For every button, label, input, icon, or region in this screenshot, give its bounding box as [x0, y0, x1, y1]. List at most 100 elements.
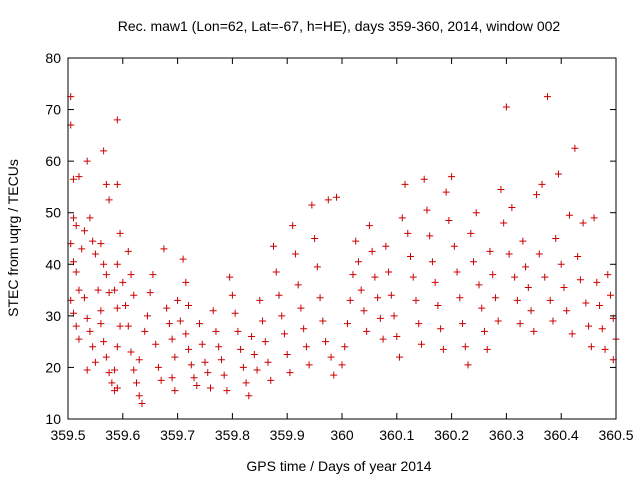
data-point	[86, 214, 94, 222]
y-tick-label: 50	[45, 205, 61, 221]
data-point	[324, 196, 332, 204]
data-point	[464, 361, 472, 369]
data-point	[160, 245, 168, 253]
x-tick-label: 360.2	[434, 427, 469, 443]
data-point	[69, 214, 77, 222]
data-point	[113, 116, 121, 124]
data-point	[168, 374, 176, 382]
data-point	[472, 209, 480, 217]
data-point	[122, 302, 130, 310]
data-point	[311, 235, 319, 242]
data-point	[445, 216, 453, 224]
data-point	[146, 289, 154, 297]
data-point	[497, 186, 505, 194]
data-point	[576, 276, 584, 284]
data-point	[522, 263, 530, 271]
data-point	[234, 327, 242, 335]
data-point	[305, 361, 313, 369]
data-point	[237, 345, 245, 353]
data-point	[322, 338, 330, 346]
data-point	[327, 353, 335, 361]
data-point	[113, 304, 121, 312]
data-point	[349, 271, 357, 279]
data-point	[554, 170, 562, 178]
data-point	[587, 343, 595, 351]
data-point	[226, 273, 234, 281]
y-tick-label: 80	[45, 50, 61, 66]
data-point	[193, 381, 201, 389]
data-point	[89, 237, 97, 245]
data-point	[448, 173, 456, 181]
data-point	[505, 250, 513, 258]
data-point	[212, 327, 220, 335]
data-point	[261, 338, 269, 346]
data-point	[319, 317, 327, 325]
data-point	[442, 188, 450, 196]
data-point	[198, 340, 206, 348]
data-point	[404, 229, 412, 237]
data-point	[163, 304, 171, 312]
data-point	[286, 369, 294, 377]
data-point	[111, 286, 119, 294]
data-point	[590, 214, 598, 222]
x-tick-label: 360.1	[379, 427, 414, 443]
data-point	[130, 291, 138, 299]
data-point	[289, 222, 297, 230]
data-point	[135, 356, 143, 364]
data-point	[574, 253, 582, 261]
data-point	[143, 312, 151, 320]
data-point	[470, 258, 478, 266]
data-point	[417, 340, 425, 348]
data-point	[494, 317, 502, 325]
data-point	[209, 307, 217, 315]
data-point	[549, 317, 557, 325]
data-point	[313, 263, 321, 271]
data-point	[91, 358, 99, 366]
data-point	[113, 343, 121, 351]
data-point	[270, 242, 277, 250]
data-point	[86, 327, 94, 335]
x-tick-label: 360.5	[598, 427, 633, 443]
data-point	[100, 260, 108, 268]
data-point	[491, 294, 499, 302]
data-point	[513, 296, 521, 304]
x-tick-label: 359.5	[50, 427, 85, 443]
data-point	[527, 307, 535, 315]
y-tick-label: 10	[45, 411, 61, 427]
data-point	[316, 294, 324, 302]
data-point	[223, 387, 231, 395]
data-point	[75, 286, 83, 294]
x-tick-label: 360	[330, 427, 354, 443]
data-point	[185, 345, 193, 353]
data-point	[239, 363, 247, 371]
data-point	[535, 250, 543, 258]
data-point	[80, 294, 88, 302]
data-point	[149, 271, 157, 279]
data-point	[393, 332, 401, 340]
x-tick-label: 359.8	[215, 427, 250, 443]
data-point	[598, 325, 606, 333]
data-point	[461, 343, 469, 351]
data-point	[83, 366, 91, 374]
data-point	[135, 392, 143, 400]
data-point	[593, 278, 601, 286]
data-point	[105, 196, 113, 204]
data-point	[111, 366, 119, 374]
data-point	[250, 351, 258, 359]
y-tick-label: 20	[45, 359, 61, 375]
data-point	[428, 258, 436, 266]
data-point	[352, 237, 360, 245]
data-point	[105, 369, 113, 377]
data-point	[133, 379, 140, 387]
data-point	[302, 343, 310, 351]
data-point	[387, 291, 395, 299]
data-point	[502, 103, 510, 111]
data-point	[220, 371, 228, 379]
data-point	[437, 325, 445, 333]
data-point	[365, 222, 373, 230]
data-point	[571, 144, 579, 152]
data-point	[283, 351, 291, 359]
data-point	[100, 338, 108, 346]
data-point	[530, 327, 538, 335]
